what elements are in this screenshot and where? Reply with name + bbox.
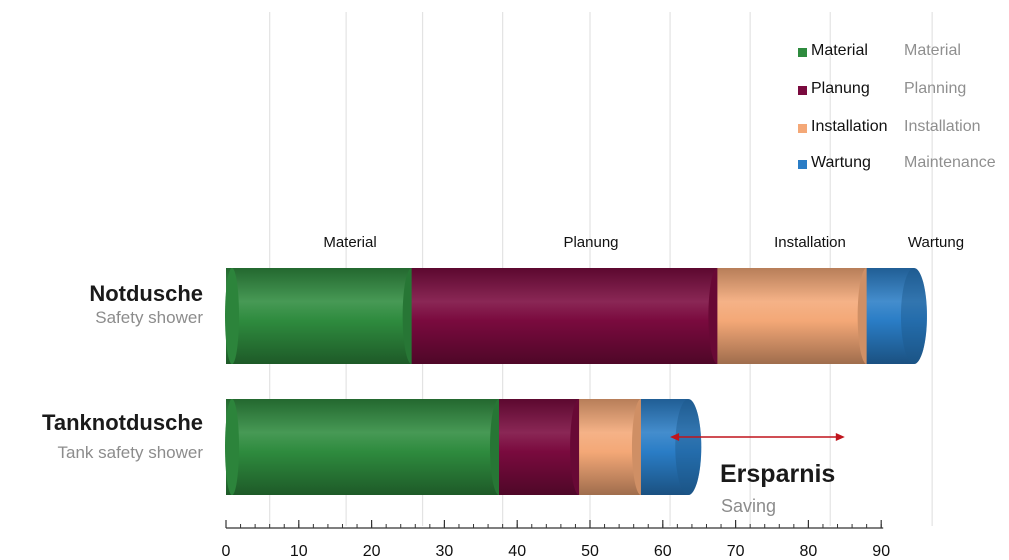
row-title-notdusche: Notdusche Safety shower [89, 281, 203, 329]
saving-arrow-head-left [670, 433, 680, 441]
segment-label-planung: Planung [563, 234, 619, 251]
x-tick-label: 70 [727, 543, 745, 560]
bar-end-cap [900, 268, 927, 364]
bar-end-cap [675, 399, 702, 495]
bar-segment [717, 268, 867, 364]
row-label-de: Tanknotdusche [42, 410, 203, 435]
legend-label-en: Material [904, 42, 961, 59]
x-tick-label: 50 [581, 543, 599, 560]
segment-label-material: Material [323, 234, 377, 251]
x-tick-label: 90 [872, 543, 890, 560]
legend-label-de: Planung [811, 80, 870, 97]
legend-swatch [798, 124, 807, 133]
legend-swatch [798, 86, 807, 95]
bar-start-cap [225, 399, 239, 495]
legend-swatch [798, 48, 807, 57]
row-label-en: Tank safety shower [57, 443, 203, 462]
x-tick-label: 0 [222, 543, 231, 560]
x-tick-label: 20 [363, 543, 381, 560]
legend-label-de: Installation [811, 118, 888, 135]
saving-label: Ersparnis [720, 460, 836, 488]
legend-label-de: Wartung [811, 154, 871, 171]
bar-end-cap-shade [675, 399, 702, 495]
x-tick-label: 10 [290, 543, 308, 560]
bar-start-cap [225, 268, 239, 364]
x-tick-label: 80 [800, 543, 818, 560]
row-label-de: Notdusche [89, 281, 203, 306]
bar-segment [411, 268, 718, 364]
saving-arrow-head-right [835, 433, 845, 441]
row-title-tanknotdusche: Tanknotdusche Tank safety shower [42, 410, 203, 464]
x-tick-label: 30 [436, 543, 454, 560]
x-tick-label: 40 [508, 543, 526, 560]
bar-segment [226, 399, 499, 495]
bar-segment [226, 268, 412, 364]
legend-label-en: Maintenance [904, 154, 996, 171]
legend-label-de: Material [811, 42, 868, 59]
legend-swatch [798, 160, 807, 169]
bar-segment [499, 399, 580, 495]
saving-label-en: Saving [721, 496, 777, 516]
row-label-en: Safety shower [95, 308, 203, 327]
segment-label-installation: Installation [774, 234, 846, 251]
bar-end-cap-shade [900, 268, 927, 364]
segment-label-wartung: Wartung [907, 234, 965, 251]
bar-segment [579, 399, 641, 495]
legend-label-en: Planning [904, 80, 967, 97]
legend-label-en: Installation [904, 118, 981, 135]
x-tick-label: 60 [654, 543, 672, 560]
